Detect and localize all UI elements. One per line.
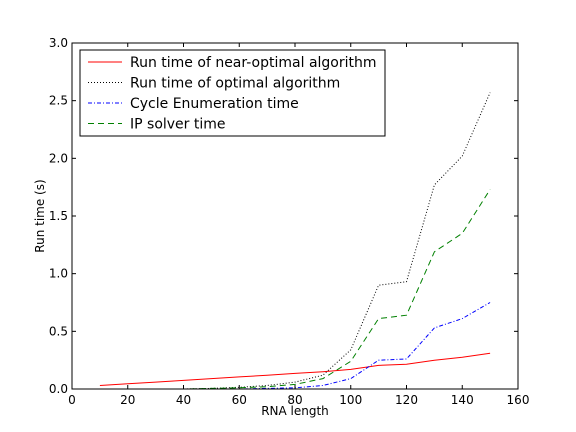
legend: Run time of near-optimal algorithm Run ti… <box>79 49 386 137</box>
x-tick-label-6: 120 <box>395 393 418 407</box>
y-tick-label-1: 0.5 <box>49 324 68 338</box>
x-tick-label-2: 40 <box>176 393 191 407</box>
y-axis-label: Run time (s) <box>33 179 47 252</box>
x-axis-label: RNA length <box>261 404 329 418</box>
ticks-layer: 0 20 40 60 80 100 120 140 160 0.0 0.5 1.0 1.5 2.0 2.5 3… <box>49 36 530 407</box>
legend-label-0: Run time of near-optimal algorithm <box>130 55 377 71</box>
x-tick-label-7: 140 <box>451 393 474 407</box>
x-tick-label-4: 80 <box>287 393 302 407</box>
legend-label-2: Cycle Enumeration time <box>130 96 299 112</box>
x-tick-label-1: 20 <box>120 393 135 407</box>
series-line-0 <box>99 352 491 386</box>
y-tick-label-2: 1.0 <box>49 267 68 281</box>
legend-label-3: IP solver time <box>130 117 226 133</box>
y-tick-label-3: 1.5 <box>49 209 68 223</box>
x-tick-label-8: 160 <box>507 393 530 407</box>
x-tick-label-5: 100 <box>339 393 362 407</box>
y-tick-label-4: 2.0 <box>49 151 68 165</box>
y-tick-label-5: 2.5 <box>49 94 68 108</box>
legend-box <box>79 49 386 137</box>
x-tick-label-3: 60 <box>232 393 247 407</box>
series-line-1 <box>99 92 491 390</box>
y-tick-label-0: 0.0 <box>49 382 68 396</box>
y-tick-label-6: 3.0 <box>49 36 68 50</box>
x-tick-label-0: 0 <box>68 393 76 407</box>
legend-label-1: Run time of optimal algorithm <box>130 76 340 92</box>
